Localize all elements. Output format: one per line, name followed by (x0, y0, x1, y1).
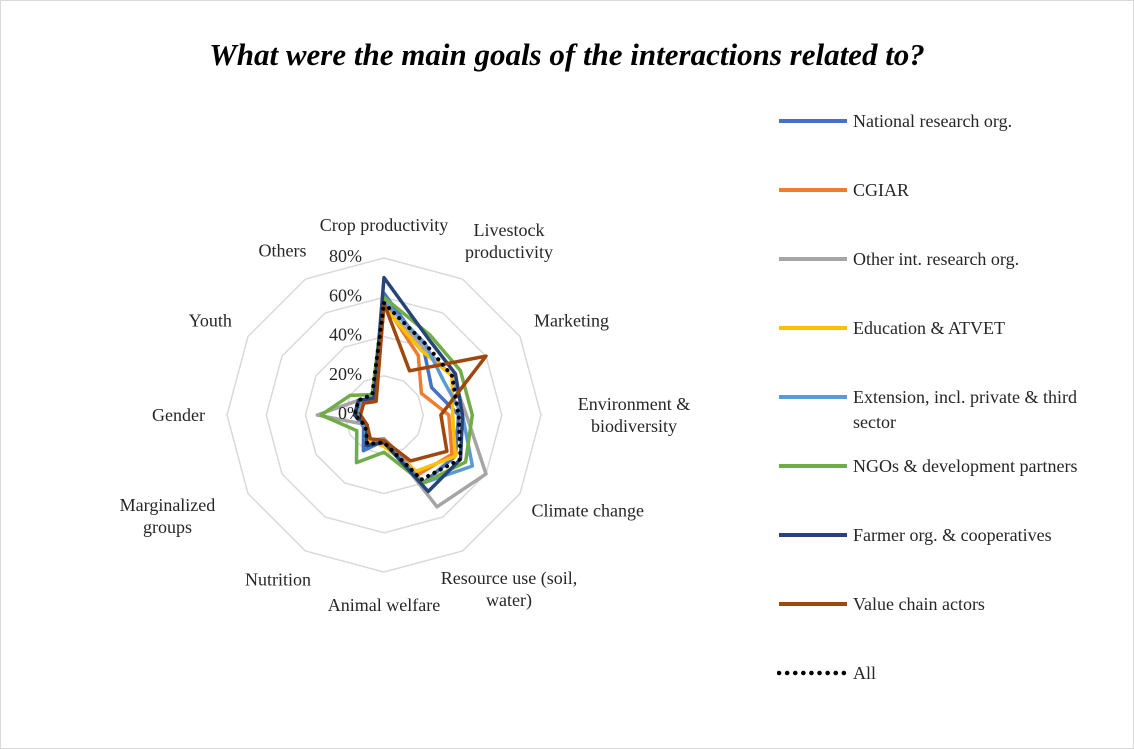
axis-tick-label: 40% (329, 325, 362, 345)
legend-label: Extension, incl. private & third sector (853, 387, 1077, 432)
series-line (319, 295, 475, 485)
category-label: Marketing (533, 310, 609, 330)
category-label: Resource use (soil, water) (440, 568, 578, 611)
legend-label: Value chain actors (853, 594, 985, 614)
series-line (352, 301, 463, 482)
axis-tick-label: 20% (329, 364, 362, 384)
legend-swatch (779, 326, 847, 330)
legend-label: All (853, 663, 877, 683)
legend-item: Value chain actors (777, 592, 1121, 661)
series-line (352, 291, 461, 485)
category-label: Others (258, 240, 307, 261)
legend-swatch (779, 257, 847, 261)
category-label: Gender (152, 405, 205, 425)
legend-item: Education & ATVET (777, 316, 1121, 385)
legend-item: NGOs & development partners (777, 454, 1121, 523)
legend-label: CGIAR (853, 180, 910, 200)
legend-label: Farmer org. & cooperatives (853, 525, 1052, 545)
legend-label: NGOs & development partners (853, 456, 1078, 476)
axis-tick-label: 0% (338, 403, 362, 423)
category-label: Environment & biodiversity (577, 394, 691, 436)
legend-swatch (777, 670, 849, 676)
legend-item: CGIAR (777, 178, 1121, 247)
axis-tick-label: 80% (329, 246, 362, 266)
category-label: Animal welfare (327, 595, 441, 615)
legend-item: Extension, incl. private & third sector (777, 385, 1121, 454)
legend-swatch (779, 602, 847, 606)
legend-swatch (779, 119, 847, 123)
category-label: Climate change (531, 500, 644, 520)
legend-item: All (777, 661, 1121, 730)
legend-label: Other int. research org. (853, 249, 1020, 269)
series-line (358, 301, 488, 463)
category-label: Marginalized groups (119, 494, 216, 537)
category-label: Crop productivity (319, 215, 449, 235)
category-label: Youth (188, 310, 232, 330)
legend-label: Education & ATVET (853, 318, 1005, 338)
category-label: Livestock productivity (465, 219, 553, 262)
legend-swatch (779, 188, 847, 192)
grid-ring (226, 257, 542, 573)
legend-swatch (779, 533, 847, 537)
chart-title: What were the main goals of the interact… (209, 37, 925, 72)
legend-swatch (779, 464, 847, 468)
legend-swatch (779, 395, 847, 399)
legend-item: Farmer org. & cooperatives (777, 523, 1121, 592)
axis-tick-label: 60% (329, 285, 362, 305)
legend-label: National research org. (853, 111, 1013, 131)
legend-item: National research org. (777, 109, 1121, 178)
legend-item: Other int. research org. (777, 247, 1121, 316)
legend: National research org. CGIAR Other int. re… (777, 109, 1121, 730)
category-label: Nutrition (245, 569, 311, 590)
